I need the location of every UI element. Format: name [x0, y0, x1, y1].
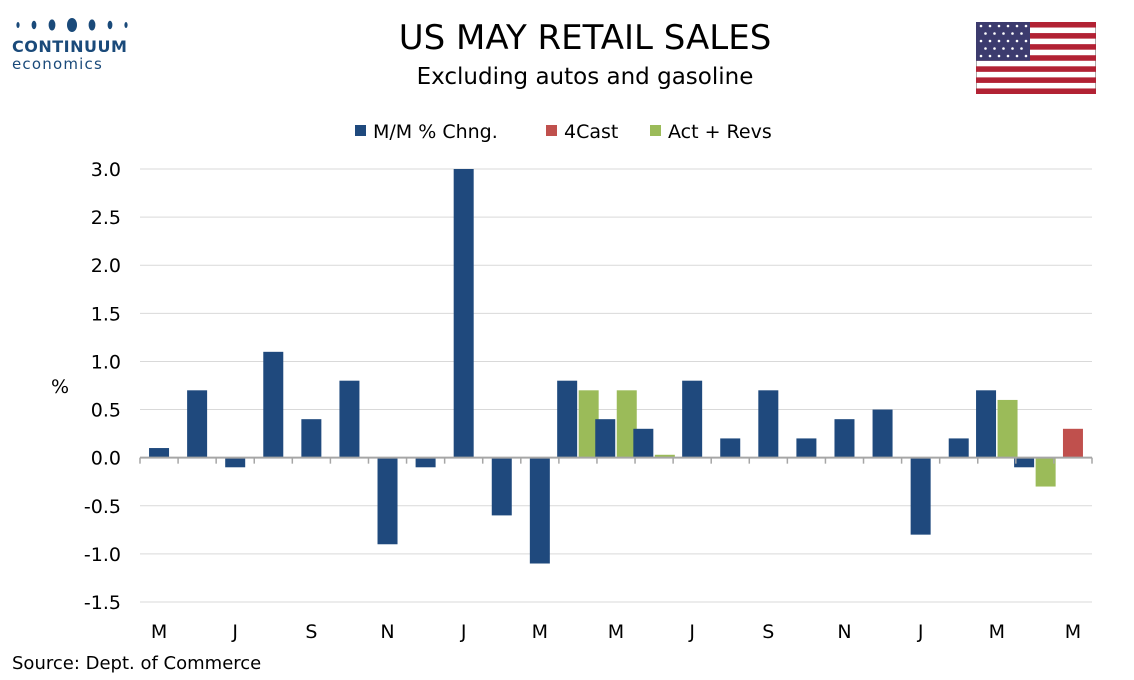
x-tick-label: S [305, 621, 317, 643]
y-tick-label: 1.5 [91, 303, 121, 325]
legend-swatch [650, 125, 661, 136]
continuum-logo: CONTINUUM economics [12, 14, 137, 72]
bar-mm-change [529, 457, 550, 564]
bar-mm-change [377, 457, 398, 545]
legend-label: M/M % Chng. [373, 121, 498, 143]
bar-mm-change [976, 390, 997, 458]
bar-mm-change [834, 419, 855, 458]
x-tick-label: M [608, 621, 624, 643]
bar-mm-change [758, 390, 779, 458]
x-tick-label: M [532, 621, 548, 643]
legend-label: 4Cast [564, 121, 618, 143]
y-tick-label: -1.5 [84, 592, 121, 614]
y-tick-label: 2.5 [91, 207, 121, 229]
bar-act-revs [654, 454, 675, 458]
bar-mm-change [339, 380, 360, 458]
legend-label: Act + Revs [668, 121, 772, 143]
bar-mm-change [491, 457, 512, 516]
x-tick-label: M [1065, 621, 1081, 643]
bar-mm-change [149, 448, 170, 458]
x-tick-label: N [380, 621, 394, 643]
y-axis-label: % [51, 376, 69, 398]
bar-mm-change [720, 438, 741, 458]
x-tick-label: J [688, 621, 695, 643]
y-tick-label: -0.5 [84, 496, 121, 518]
bar-mm-change [872, 409, 893, 458]
bar-mm-change [1014, 457, 1035, 468]
bar-mm-change [263, 351, 284, 458]
bar-mm-change [910, 457, 931, 535]
bar-act-revs [997, 399, 1018, 458]
bar-mm-change [187, 390, 208, 458]
x-tick-label: J [917, 621, 924, 643]
bar-act-revs [578, 390, 599, 458]
x-tick-label: S [762, 621, 774, 643]
bar-act-revs [1035, 457, 1056, 487]
logo-subtitle: economics [12, 55, 103, 73]
bar-mm-change [225, 457, 246, 468]
x-tick-label: M [989, 621, 1005, 643]
source-note: Source: Dept. of Commerce [12, 653, 262, 674]
x-tick-label: M [151, 621, 167, 643]
bar-mm-change [595, 419, 616, 458]
bar-mm-change [415, 457, 436, 468]
x-tick-label: J [231, 621, 238, 643]
bar-mm-change [301, 419, 322, 458]
y-tick-label: 0.5 [91, 400, 121, 422]
bar-mm-change [796, 438, 817, 458]
chart-subtitle: Excluding autos and gasoline [416, 64, 754, 90]
us-flag-icon [976, 22, 1096, 94]
y-tick-label: 1.0 [91, 351, 121, 373]
bar-act-revs [616, 390, 637, 458]
x-tick-label: N [837, 621, 851, 643]
bar-mm-change [453, 169, 474, 458]
bar-mm-change [557, 380, 578, 458]
y-tick-label: 2.0 [91, 255, 121, 277]
legend-swatch [546, 125, 557, 136]
y-tick-label: 0.0 [91, 448, 121, 470]
y-tick-label: -1.0 [84, 544, 121, 566]
bar-mm-change [682, 380, 703, 458]
bar-mm-change [948, 438, 969, 458]
legend-swatch [355, 125, 366, 136]
chart-title: US MAY RETAIL SALES [398, 18, 772, 58]
logo-name: CONTINUUM [12, 37, 128, 56]
bar-4cast [1062, 428, 1083, 458]
logo-dots-icon [16, 18, 128, 32]
bar-mm-change [633, 428, 654, 458]
y-tick-label: 3.0 [91, 159, 121, 181]
x-tick-label: J [460, 621, 467, 643]
